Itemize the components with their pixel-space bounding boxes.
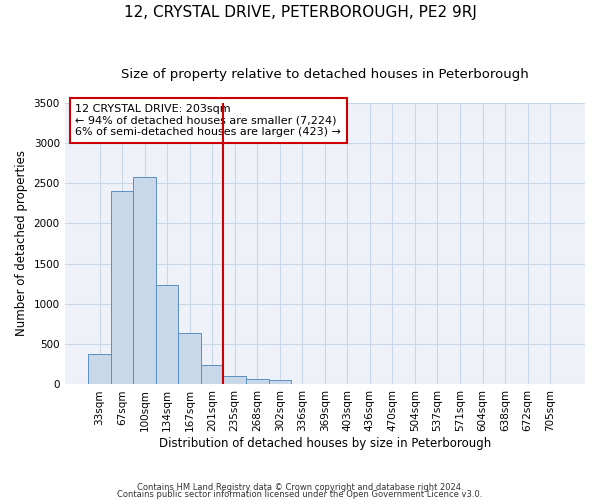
- Y-axis label: Number of detached properties: Number of detached properties: [15, 150, 28, 336]
- Bar: [201, 365, 223, 384]
- Text: 12, CRYSTAL DRIVE, PETERBOROUGH, PE2 9RJ: 12, CRYSTAL DRIVE, PETERBOROUGH, PE2 9RJ: [124, 5, 476, 20]
- Bar: [133, 176, 156, 384]
- Bar: [246, 379, 269, 384]
- X-axis label: Distribution of detached houses by size in Peterborough: Distribution of detached houses by size …: [159, 437, 491, 450]
- Title: Size of property relative to detached houses in Peterborough: Size of property relative to detached ho…: [121, 68, 529, 80]
- Bar: [156, 284, 178, 384]
- Bar: [178, 333, 201, 384]
- Text: 12 CRYSTAL DRIVE: 203sqm
← 94% of detached houses are smaller (7,224)
6% of semi: 12 CRYSTAL DRIVE: 203sqm ← 94% of detach…: [75, 104, 341, 137]
- Text: Contains HM Land Registry data © Crown copyright and database right 2024.: Contains HM Land Registry data © Crown c…: [137, 484, 463, 492]
- Bar: [269, 380, 291, 384]
- Bar: [111, 191, 133, 384]
- Bar: [88, 354, 111, 384]
- Text: Contains public sector information licensed under the Open Government Licence v3: Contains public sector information licen…: [118, 490, 482, 499]
- Bar: [223, 376, 246, 384]
